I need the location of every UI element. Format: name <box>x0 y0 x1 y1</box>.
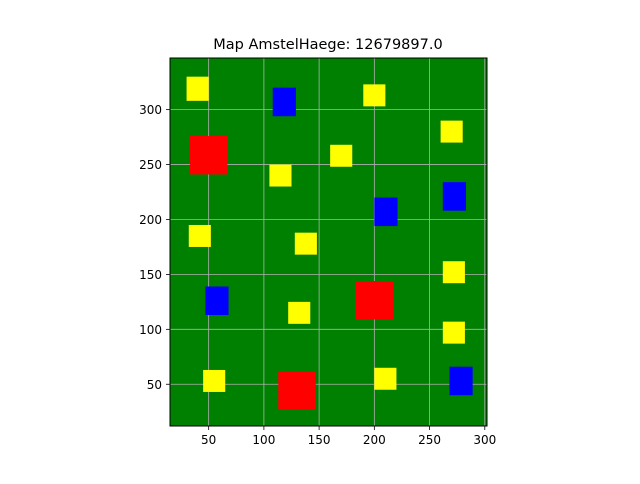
house-rect <box>269 164 292 187</box>
house-rect <box>442 182 467 211</box>
y-tick-label: 100 <box>139 323 162 337</box>
houses <box>186 76 473 410</box>
house-rect <box>355 280 394 320</box>
house-rect <box>294 232 317 255</box>
grid <box>170 58 487 426</box>
x-tick-label: 100 <box>252 433 275 447</box>
house-rect <box>374 367 397 390</box>
house-rect <box>440 120 463 143</box>
house-rect <box>449 366 473 396</box>
y-tick-label: 250 <box>139 158 162 172</box>
y-tick-label: 150 <box>139 268 162 282</box>
house-rect <box>442 321 465 344</box>
chart-title: Map AmstelHaege: 12679897.0 <box>213 37 442 53</box>
house-rect <box>272 87 296 117</box>
house-rect <box>442 261 465 284</box>
axes-frame <box>169 57 488 427</box>
axes: 50 100 150 200 250 300 50 100 150 200 250 300 <box>139 57 496 447</box>
x-tick-label: 300 <box>473 433 496 447</box>
y-tick-label: 200 <box>139 213 162 227</box>
house-rect <box>188 224 211 247</box>
y-tick-label: 50 <box>147 378 162 392</box>
house-rect <box>363 84 386 107</box>
house-rect <box>203 369 226 392</box>
house-rect <box>186 76 209 101</box>
x-tick-label: 150 <box>308 433 331 447</box>
plot-area <box>170 58 487 426</box>
house-rect <box>288 301 311 324</box>
house-rect <box>278 371 316 410</box>
house-rect <box>205 286 229 316</box>
x-tick-label: 200 <box>363 433 386 447</box>
house-rect <box>189 135 228 175</box>
x-tick-label: 250 <box>418 433 441 447</box>
house-rect <box>330 144 353 167</box>
y-tick-label: 300 <box>139 103 162 117</box>
house-rect <box>374 197 398 227</box>
plot-background <box>170 58 487 426</box>
x-tick-label: 50 <box>201 433 216 447</box>
